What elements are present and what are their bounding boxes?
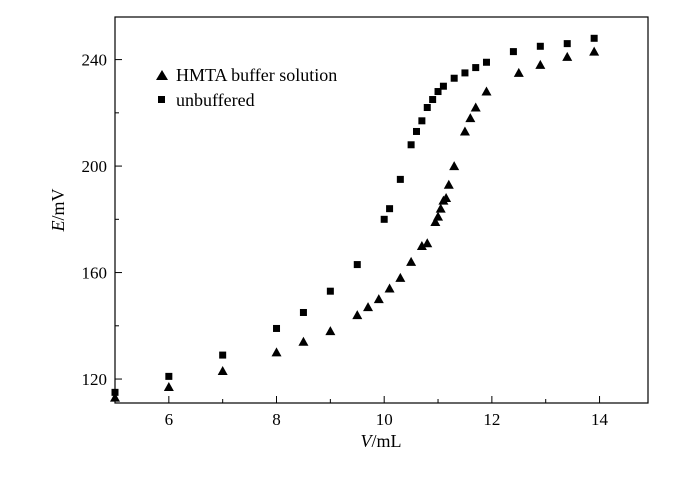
- triangle-point: [110, 392, 120, 402]
- square-point: [418, 117, 426, 125]
- triangle-point: [406, 256, 417, 266]
- x-axis-title: V/mL: [361, 431, 402, 451]
- square-point: [472, 64, 480, 72]
- square-point: [439, 82, 447, 90]
- square-point: [219, 351, 227, 359]
- square-point: [461, 69, 469, 77]
- triangle-point: [384, 283, 395, 293]
- square-point: [429, 96, 437, 104]
- triangle-point: [470, 102, 481, 112]
- triangle-point: [449, 161, 460, 171]
- square-point: [434, 88, 442, 96]
- x-tick-label: 12: [483, 410, 500, 429]
- triangle-point: [363, 302, 374, 312]
- triangle-point: [589, 46, 600, 56]
- triangle-point: [433, 211, 444, 221]
- square-point: [353, 261, 361, 269]
- x-tick-label: 10: [376, 410, 393, 429]
- legend: HMTA buffer solution unbuffered: [156, 65, 337, 110]
- x-tick-label: 8: [272, 410, 281, 429]
- y-tick-labels: 120 160 200 240: [82, 51, 108, 389]
- triangle-point: [435, 203, 446, 213]
- square-point: [536, 42, 544, 50]
- square-point: [165, 372, 173, 380]
- triangle-point: [325, 326, 336, 336]
- legend-marker-square: [158, 96, 165, 103]
- tick-marks: [114, 59, 601, 403]
- y-tick-label: 240: [82, 51, 108, 70]
- triangle-point: [513, 67, 524, 77]
- y-axis-title: E/mV: [48, 188, 68, 232]
- triangle-point: [443, 179, 454, 189]
- triangle-point: [459, 126, 470, 136]
- y-tick-label: 120: [82, 370, 108, 389]
- square-point: [380, 215, 388, 223]
- x-tick-labels: 6 8 10 12 14: [165, 410, 609, 429]
- square-point: [482, 58, 490, 66]
- triangle-point: [217, 366, 228, 376]
- square-point: [386, 205, 394, 213]
- square-point: [423, 104, 431, 112]
- square-point: [299, 308, 307, 316]
- triangle-point: [163, 382, 174, 392]
- triangle-point: [465, 113, 476, 123]
- square-point: [509, 48, 517, 56]
- legend-marker-triangle: [156, 70, 168, 80]
- square-point: [326, 287, 334, 295]
- data-points: [110, 34, 600, 402]
- triangle-point: [422, 238, 433, 248]
- triangle-point: [416, 240, 427, 250]
- square-point: [407, 141, 415, 149]
- triangle-point: [373, 294, 384, 304]
- triangle-point: [441, 193, 452, 203]
- triangle-point: [562, 51, 573, 61]
- square-point: [590, 34, 598, 42]
- square-point: [111, 388, 119, 396]
- y-tick-label: 200: [82, 157, 108, 176]
- square-point: [563, 40, 571, 48]
- x-tick-label: 14: [591, 410, 609, 429]
- y-tick-label: 160: [82, 264, 108, 283]
- triangle-point: [298, 336, 309, 346]
- triangle-point: [535, 59, 546, 69]
- triangle-point: [395, 272, 406, 282]
- plot-frame: [114, 16, 649, 404]
- square-point: [412, 127, 420, 135]
- legend-label-unbuffered: unbuffered: [176, 90, 255, 110]
- triangle-point: [430, 216, 441, 226]
- square-point: [396, 175, 404, 183]
- x-tick-label: 6: [165, 410, 174, 429]
- square-point: [273, 324, 281, 332]
- triangle-point: [271, 347, 282, 357]
- triangle-point: [481, 86, 492, 96]
- square-point: [450, 74, 458, 82]
- legend-label-hmta: HMTA buffer solution: [176, 65, 337, 85]
- triangle-point: [352, 310, 363, 320]
